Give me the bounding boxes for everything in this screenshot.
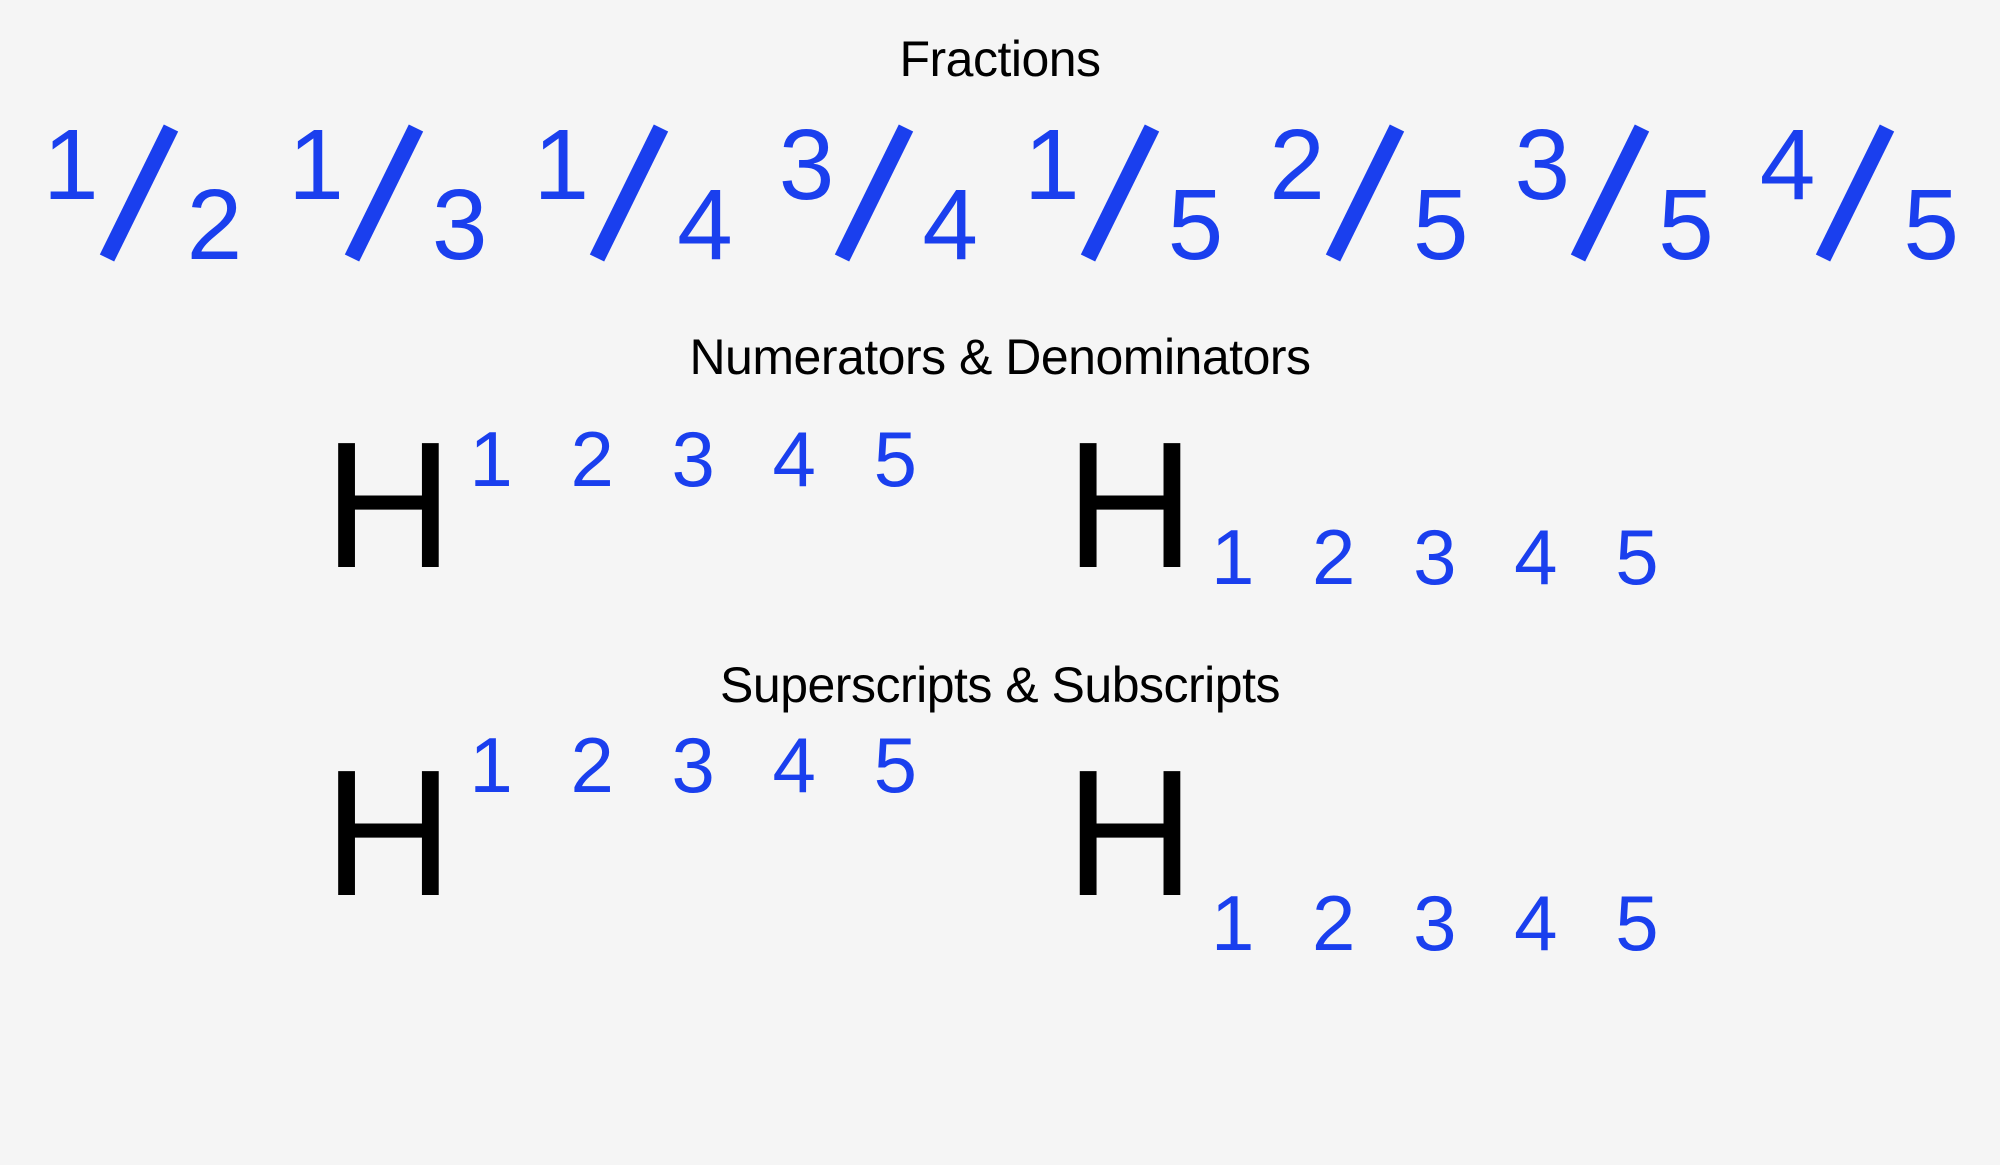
base-letter: H <box>323 744 449 924</box>
fraction-1-5: 1 5 <box>1024 118 1221 268</box>
numerators-denominators-row: H 1 2 3 4 5 H 1 2 3 4 5 <box>323 416 1676 596</box>
subscripts-specimen: H 1 2 3 4 5 <box>1065 744 1677 962</box>
superscripts-specimen: H 1 2 3 4 5 <box>323 744 935 924</box>
superscripts-subscripts-heading: Superscripts & Subscripts <box>720 656 1280 714</box>
fraction-1-4: 1 4 <box>534 118 731 268</box>
fraction-denominator: 5 <box>1168 168 1222 283</box>
fraction-denominator: 5 <box>1903 168 1957 283</box>
numerator-digits: 1 2 3 4 5 <box>469 420 935 498</box>
superscripts-subscripts-row: H 1 2 3 4 5 H 1 2 3 4 5 <box>323 744 1676 962</box>
fraction-1-3: 1 3 <box>288 118 485 268</box>
fraction-3-4: 3 4 <box>779 118 976 268</box>
numerators-specimen: H 1 2 3 4 5 <box>323 416 935 596</box>
fractions-row: 1 2 1 3 1 4 3 4 1 5 2 5 3 <box>43 118 1957 268</box>
fraction-denominator: 4 <box>677 168 731 283</box>
fraction-denominator: 5 <box>1413 168 1467 283</box>
numerators-denominators-section: Numerators & Denominators H 1 2 3 4 5 H … <box>323 328 1676 596</box>
fraction-4-5: 4 5 <box>1760 118 1957 268</box>
subscript-digits: 1 2 3 4 5 <box>1211 884 1677 962</box>
numerators-denominators-heading: Numerators & Denominators <box>689 328 1310 386</box>
fractions-section: Fractions 1 2 1 3 1 4 3 4 1 5 2 <box>43 30 1957 268</box>
fraction-denominator: 4 <box>922 168 976 283</box>
superscript-digits: 1 2 3 4 5 <box>469 726 935 804</box>
fractions-heading: Fractions <box>899 30 1100 88</box>
fraction-denominator: 3 <box>432 168 486 283</box>
base-letter: H <box>1065 416 1191 596</box>
denominator-digits: 1 2 3 4 5 <box>1211 518 1677 596</box>
fraction-1-2: 1 2 <box>43 118 240 268</box>
base-letter: H <box>1065 744 1191 924</box>
superscripts-subscripts-section: Superscripts & Subscripts H 1 2 3 4 5 H … <box>323 656 1676 962</box>
base-letter: H <box>323 416 449 596</box>
fraction-2-5: 2 5 <box>1269 118 1466 268</box>
fraction-denominator: 5 <box>1658 168 1712 283</box>
fraction-denominator: 2 <box>187 168 241 283</box>
denominators-specimen: H 1 2 3 4 5 <box>1065 416 1677 596</box>
fraction-3-5: 3 5 <box>1515 118 1712 268</box>
